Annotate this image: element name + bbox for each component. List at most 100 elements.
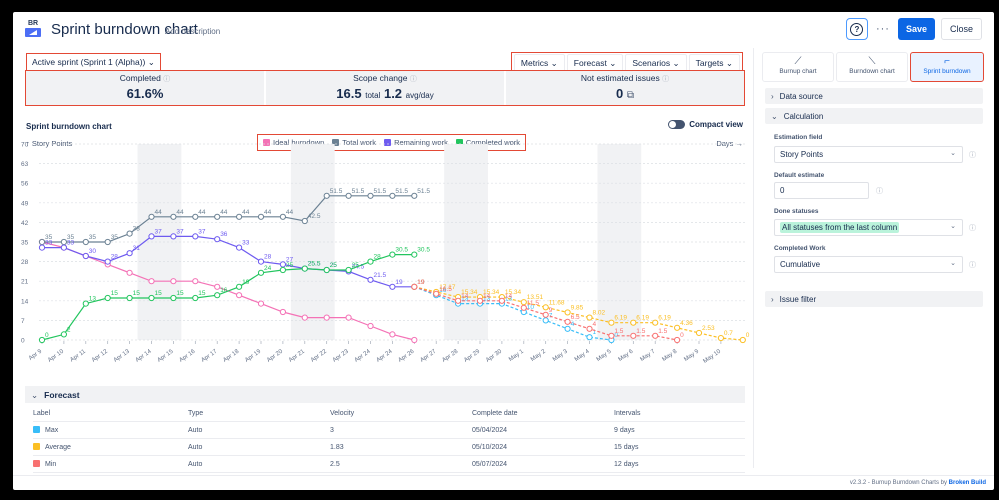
svg-text:51.5: 51.5 <box>352 188 365 195</box>
svg-text:28: 28 <box>111 254 119 261</box>
svg-text:May 9: May 9 <box>683 348 700 363</box>
external-link-icon[interactable]: ⧉ <box>626 90 634 101</box>
chevron-down-icon: ⌄ <box>950 150 956 157</box>
info-icon[interactable]: ⓘ <box>969 262 976 269</box>
chevron-right-icon: › <box>771 295 774 304</box>
svg-text:Apr 14: Apr 14 <box>135 348 153 363</box>
svg-text:13: 13 <box>461 296 469 303</box>
svg-text:11.68: 11.68 <box>549 299 565 306</box>
app-logo: BR <box>25 20 41 38</box>
close-button[interactable]: Close <box>940 18 982 40</box>
svg-text:70: 70 <box>21 142 29 149</box>
svg-text:51.5: 51.5 <box>374 188 387 195</box>
svg-text:16: 16 <box>220 287 228 294</box>
completed-stat: Completed ⓘ 61.6% <box>26 71 264 105</box>
svg-text:19: 19 <box>417 279 425 286</box>
legend-item-total[interactable]: Total work <box>332 138 376 147</box>
burnup-chart-button[interactable]: ⟋ Burnup chart <box>762 52 834 82</box>
app-window: BR Sprint burndown chart Add description… <box>13 12 994 490</box>
svg-text:28: 28 <box>21 259 29 266</box>
svg-text:42: 42 <box>21 220 29 227</box>
svg-text:25: 25 <box>352 262 360 269</box>
svg-text:28: 28 <box>264 254 272 261</box>
info-icon[interactable]: ⓘ <box>163 76 171 83</box>
svg-text:0: 0 <box>746 332 750 339</box>
svg-text:33: 33 <box>45 240 53 247</box>
svg-text:May 8: May 8 <box>661 348 678 363</box>
svg-text:51.5: 51.5 <box>417 188 430 195</box>
table-row: Max Auto 3 05/04/2024 9 days <box>33 421 745 439</box>
svg-text:Apr 24: Apr 24 <box>376 348 394 363</box>
svg-text:19: 19 <box>242 279 250 286</box>
svg-text:Apr 18: Apr 18 <box>222 348 240 363</box>
svg-text:6.19: 6.19 <box>614 315 627 322</box>
svg-text:51.5: 51.5 <box>330 188 343 195</box>
info-icon[interactable]: ⓘ <box>969 152 976 159</box>
svg-text:13: 13 <box>483 296 491 303</box>
legend-item-completed[interactable]: Completed work <box>455 138 520 147</box>
svg-text:7: 7 <box>21 318 25 325</box>
svg-text:9: 9 <box>549 307 553 314</box>
footer: v2.3.2 - Burnup Burndown Charts by Broke… <box>849 480 986 486</box>
svg-text:May 10: May 10 <box>702 348 722 365</box>
svg-text:0: 0 <box>614 332 618 339</box>
sprint-burndown-button[interactable]: ⌐ Sprint burndown <box>910 52 984 82</box>
y-axis-unit: ↑ Story Points <box>26 139 73 148</box>
scope-change-stat: Scope change ⓘ 16.5 total 1.2 avg/day <box>266 71 504 105</box>
svg-text:Apr 30: Apr 30 <box>485 348 503 363</box>
svg-text:15: 15 <box>176 290 184 297</box>
info-icon[interactable]: ⓘ <box>662 76 670 83</box>
svg-text:4: 4 <box>593 321 597 328</box>
svg-text:30: 30 <box>89 248 97 255</box>
burndown-chart-button[interactable]: ⟍ Burndown chart <box>836 52 908 82</box>
svg-text:Apr 19: Apr 19 <box>244 348 262 363</box>
compact-view-toggle[interactable]: Compact view <box>668 120 743 129</box>
svg-text:2: 2 <box>67 326 71 333</box>
chevron-right-icon: › <box>771 92 774 101</box>
svg-text:25: 25 <box>330 262 338 269</box>
svg-text:13.51: 13.51 <box>527 294 544 301</box>
svg-text:6.19: 6.19 <box>658 315 671 322</box>
info-icon[interactable]: ⓘ <box>969 225 976 232</box>
save-button[interactable]: Save <box>897 18 935 40</box>
svg-text:Apr 29: Apr 29 <box>463 348 481 363</box>
svg-text:Apr 24: Apr 24 <box>354 348 372 363</box>
svg-text:May 3: May 3 <box>552 348 569 363</box>
svg-text:0: 0 <box>45 332 49 339</box>
svg-text:17.17: 17.17 <box>439 284 456 291</box>
svg-text:May 7: May 7 <box>640 348 657 363</box>
svg-text:21: 21 <box>21 279 29 286</box>
svg-text:35: 35 <box>45 234 53 241</box>
legend-item-remaining[interactable]: Remaining work <box>384 138 448 147</box>
svg-text:19: 19 <box>395 279 403 286</box>
svg-text:Apr 28: Apr 28 <box>441 348 459 363</box>
done-statuses-select[interactable]: All statuses from the last column ⌄ <box>774 219 963 236</box>
not-estimated-stat: Not estimated issues ⓘ 0 ⧉ <box>506 71 744 105</box>
svg-text:33: 33 <box>67 240 75 247</box>
estimation-field-select[interactable]: Story Points ⌄ <box>774 146 963 163</box>
svg-text:44: 44 <box>264 209 272 216</box>
svg-text:19: 19 <box>417 279 425 286</box>
add-description-link[interactable]: Add description <box>165 27 221 36</box>
info-icon[interactable]: ⓘ <box>876 188 883 195</box>
info-icon[interactable]: ⓘ <box>409 76 417 83</box>
svg-text:25: 25 <box>330 262 338 269</box>
issue-filter-section[interactable]: › Issue filter <box>765 291 983 307</box>
legend-item-ideal[interactable]: Ideal burndown <box>263 138 324 147</box>
svg-text:Apr 26: Apr 26 <box>398 348 416 363</box>
toggle-switch[interactable] <box>668 120 686 129</box>
svg-text:May 5: May 5 <box>596 348 613 363</box>
more-options-button[interactable]: ··· <box>875 23 890 35</box>
svg-text:May 6: May 6 <box>618 348 635 363</box>
svg-text:25: 25 <box>286 262 294 269</box>
help-button[interactable]: ? <box>845 18 868 40</box>
burndown-icon: ⟍ <box>868 56 876 67</box>
completed-work-select[interactable]: Cumulative ⌄ <box>774 256 963 273</box>
forecast-section-header[interactable]: ⌄ Forecast <box>25 386 745 403</box>
data-source-section[interactable]: › Data source <box>765 88 983 104</box>
calculation-section[interactable]: ⌄ Calculation <box>765 108 983 124</box>
svg-text:35: 35 <box>89 234 97 241</box>
default-estimate-input[interactable]: 0 <box>774 182 869 199</box>
svg-text:36: 36 <box>220 231 228 238</box>
broken-build-link[interactable]: Broken Build <box>948 480 986 486</box>
